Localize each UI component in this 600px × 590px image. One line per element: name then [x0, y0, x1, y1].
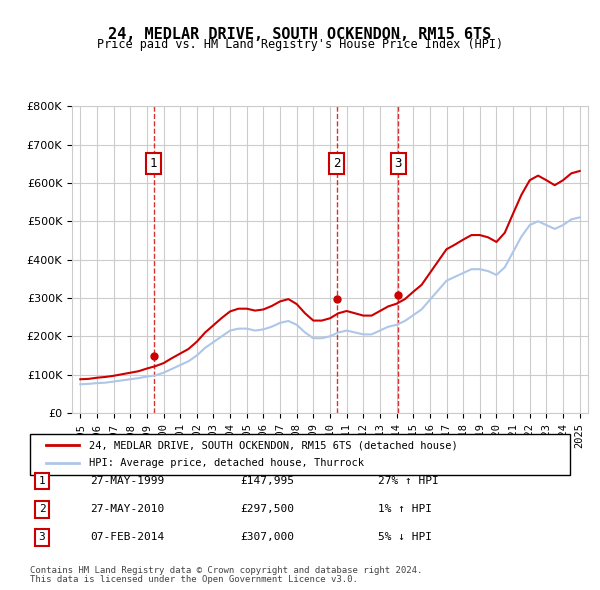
Text: HPI: Average price, detached house, Thurrock: HPI: Average price, detached house, Thur…: [89, 458, 364, 468]
Text: Price paid vs. HM Land Registry's House Price Index (HPI): Price paid vs. HM Land Registry's House …: [97, 38, 503, 51]
FancyBboxPatch shape: [30, 434, 570, 475]
Text: 3: 3: [38, 533, 46, 542]
Text: 27-MAY-1999: 27-MAY-1999: [90, 476, 164, 486]
Text: 3: 3: [394, 157, 402, 171]
Text: £307,000: £307,000: [240, 533, 294, 542]
Text: This data is licensed under the Open Government Licence v3.0.: This data is licensed under the Open Gov…: [30, 575, 358, 584]
Text: 1% ↑ HPI: 1% ↑ HPI: [378, 504, 432, 514]
Text: 1: 1: [38, 476, 46, 486]
Text: 07-FEB-2014: 07-FEB-2014: [90, 533, 164, 542]
Text: 27% ↑ HPI: 27% ↑ HPI: [378, 476, 439, 486]
Text: 24, MEDLAR DRIVE, SOUTH OCKENDON, RM15 6TS (detached house): 24, MEDLAR DRIVE, SOUTH OCKENDON, RM15 6…: [89, 440, 458, 450]
Text: 27-MAY-2010: 27-MAY-2010: [90, 504, 164, 514]
Text: £147,995: £147,995: [240, 476, 294, 486]
Text: 1: 1: [150, 157, 157, 171]
Text: £297,500: £297,500: [240, 504, 294, 514]
Text: 24, MEDLAR DRIVE, SOUTH OCKENDON, RM15 6TS: 24, MEDLAR DRIVE, SOUTH OCKENDON, RM15 6…: [109, 27, 491, 41]
Text: 2: 2: [38, 504, 46, 514]
Text: 5% ↓ HPI: 5% ↓ HPI: [378, 533, 432, 542]
Text: Contains HM Land Registry data © Crown copyright and database right 2024.: Contains HM Land Registry data © Crown c…: [30, 566, 422, 575]
Text: 2: 2: [333, 157, 341, 171]
